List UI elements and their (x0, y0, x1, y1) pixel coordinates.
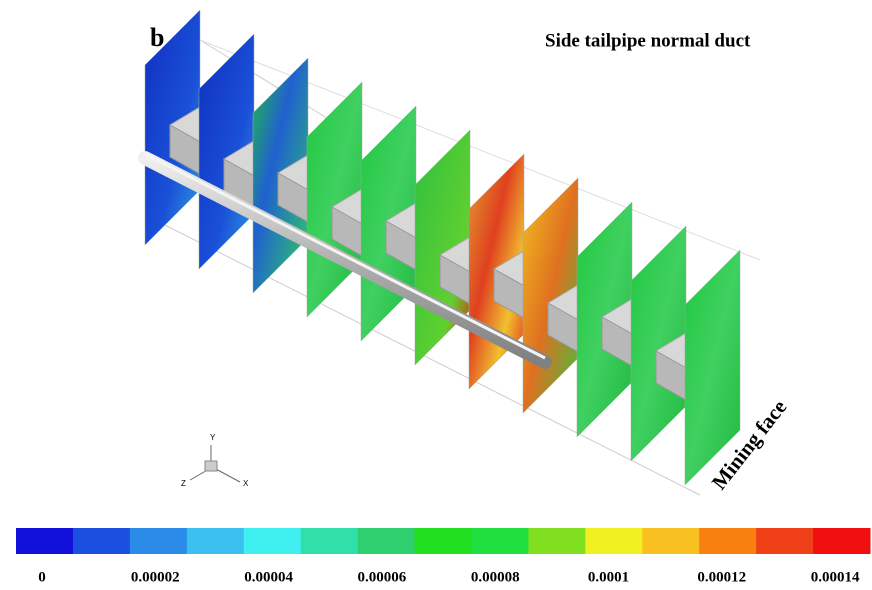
colorbar-segment (528, 528, 585, 554)
colorbar-segment (642, 528, 699, 554)
figure-canvas: b Side tailpipe normal duct Mining face … (0, 0, 872, 590)
colorbar: 0 0.00002 0.00004 0.00006 0.00008 0.0001 0.000… (16, 528, 871, 585)
colorbar-segment (756, 528, 813, 554)
panel-label: b (150, 23, 164, 52)
colorbar-label: 0 (38, 569, 46, 585)
colorbar-segment (301, 528, 358, 554)
colorbar-segment (73, 528, 130, 554)
triad-axis (214, 468, 240, 482)
colorbar-label: 0.0001 (588, 569, 629, 585)
colorbar-segment (813, 528, 870, 554)
colorbar-label: 0.00014 (811, 569, 860, 585)
figure: b Side tailpipe normal duct Mining face … (0, 0, 872, 590)
triad-label: Y (210, 433, 216, 442)
colorbar-label: 0.00006 (358, 569, 407, 585)
colorbar-label: 0.00004 (244, 569, 293, 585)
colorbar-segment (585, 528, 642, 554)
colorbar-segment (244, 528, 301, 554)
colorbar-label: 0.00012 (697, 569, 746, 585)
figure-title: Side tailpipe normal duct (545, 30, 751, 51)
colorbar-segment (130, 528, 187, 554)
colorbar-segment (471, 528, 528, 554)
duct-geometry (145, 10, 760, 495)
colorbar-segment (187, 528, 244, 554)
triad-label: Z (181, 479, 186, 488)
colorbar-label: 0.00002 (131, 569, 180, 585)
colorbar-segment (358, 528, 415, 554)
colorbar-segment (415, 528, 472, 554)
colorbar-label: 0.00008 (471, 569, 520, 585)
triad-cube (205, 461, 217, 471)
colorbar-segment (16, 528, 73, 554)
triad-label: X (243, 479, 249, 488)
axes-triad: Y Z X (181, 433, 249, 488)
colorbar-segment (699, 528, 756, 554)
